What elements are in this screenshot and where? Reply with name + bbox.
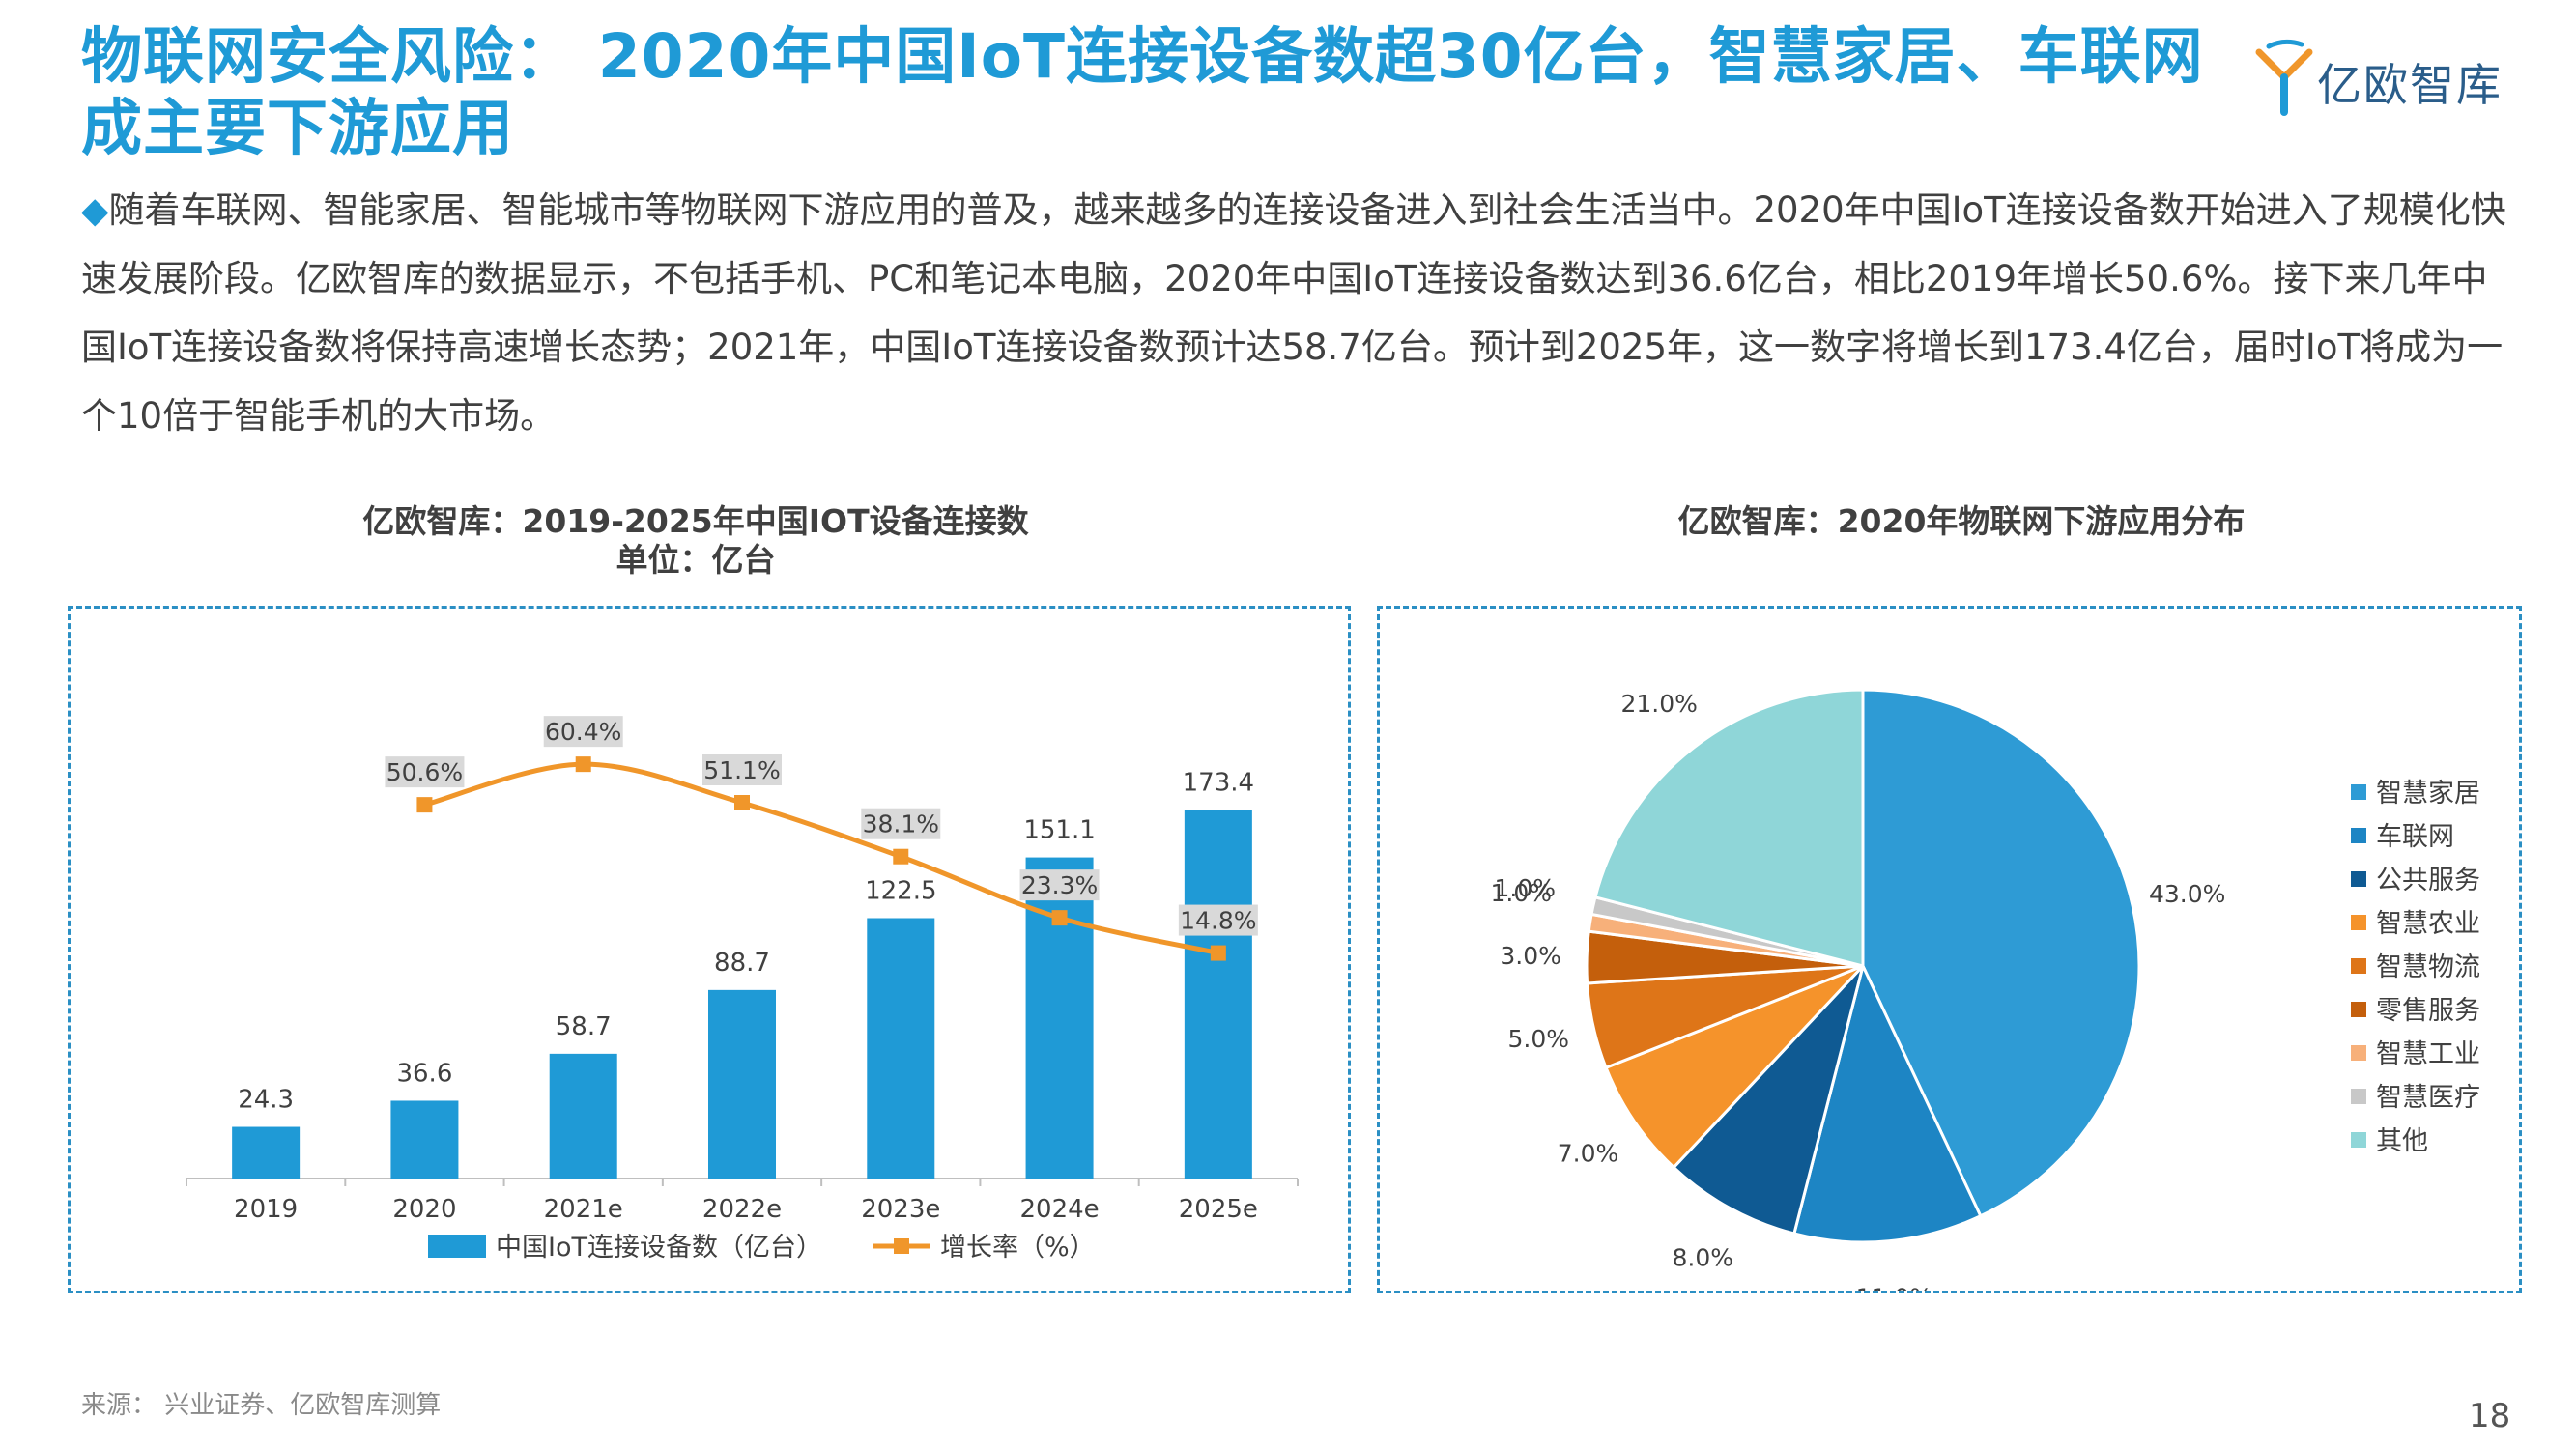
x-tick-label: 2024e [1019,1195,1099,1224]
legend-bar-label: 中国IoT连接设备数（亿台） [496,1233,822,1263]
bar-value-label: 58.7 [556,1012,612,1041]
bar [1184,810,1252,1179]
pie-chart: 43.0% 11.0% 8.0% 7.0% 5.0% 3.0% 1.0%1.0% 21.0% 智… [1490,688,2480,1311]
bar [1025,857,1094,1179]
growth-rate-label-bg [1178,904,1258,936]
bar [867,918,935,1179]
page-title: 物联网安全风险： 2020年中国IoT连接设备数超30亿台，智慧家居、车联网成主… [81,21,2204,163]
pie-slice [1593,688,1865,968]
pie-legend-label: 车联网 [2376,822,2454,852]
pie-slice-label: 5.0% [1508,1025,1570,1053]
growth-rate-label-bg [1019,869,1100,901]
growth-rate-label: 38.1% [863,810,939,838]
pie-legend-swatch [2351,871,2366,887]
pie-slice-label: 1.0% [1495,874,1557,902]
growth-rate-line [423,761,1219,956]
bar-value-label: 24.3 [238,1086,294,1115]
pie-legend-swatch [2351,828,2366,843]
pie-legend-swatch [2351,784,2366,800]
pie-chart-title: 亿欧智库：2020年物联网下游应用分布 [1677,502,2246,540]
pie-legend-label: 智慧物流 [2376,952,2480,982]
growth-rate-label-bg [702,754,782,785]
pie-legend-label: 智慧医疗 [2376,1083,2480,1113]
pie-legend-label: 其他 [2376,1126,2428,1156]
pie-slice-label: 11.0% [1856,1283,1932,1291]
growth-rate-label-bg [543,716,623,748]
bar-line-chart: 24.3 2019 36.6 2020 58.7 2021e 88.7 2022e 122.5 2… [186,716,1299,1263]
x-tick-label: 2022e [702,1195,782,1224]
pie-slice [1792,961,1983,1244]
pie-legend-label: 智慧家居 [2376,779,2480,809]
x-tick-label: 2025e [1179,1195,1258,1224]
growth-rate-marker [1051,910,1068,926]
bar-chart-title-block: 亿欧智库：2019-2025年中国IOT设备连接数 单位：亿台 [213,502,1179,580]
legend-line-label: 增长率（%） [940,1233,1096,1263]
bar [390,1100,459,1179]
growth-rate-label: 50.6% [386,758,463,786]
growth-rate-label: 14.8% [1180,907,1256,935]
bar-value-label: 88.7 [714,949,770,978]
intro-paragraph: ◆随着车联网、智能家居、智能城市等物联网下游应用的普及，越来越多的连接设备进入到… [81,176,2516,450]
logo-text: 亿欧智库 [2317,59,2503,111]
growth-rate-marker [416,797,433,813]
pie-slice-label: 1.0% [1490,879,1552,907]
intro-text: 随着车联网、智能家居、智能城市等物联网下游应用的普及，越来越多的连接设备进入到社… [81,189,2506,437]
legend-line-marker [894,1238,909,1254]
page-number: 18 [2469,1397,2511,1435]
pie-legend-swatch [2351,1089,2366,1104]
bar-value-label: 173.4 [1183,769,1254,798]
x-tick-label: 2020 [392,1195,456,1224]
pie-legend-swatch [2351,1045,2366,1061]
x-tick-label: 2023e [861,1195,940,1224]
pie-slice [1604,964,1865,1170]
pie-legend-swatch [2351,958,2366,974]
bar-value-label: 151.1 [1023,816,1095,845]
pie-legend-swatch [2351,1132,2366,1148]
legend-bar-swatch [428,1235,486,1258]
pie-chart-panel: 43.0% 11.0% 8.0% 7.0% 5.0% 3.0% 1.0%1.0% 21.0% 智… [1377,606,2522,1311]
growth-rate-marker [893,848,909,865]
pie-legend-label: 智慧农业 [2376,909,2480,939]
yiou-logo [2255,39,2313,116]
bar-chart-title: 亿欧智库：2019-2025年中国IOT设备连接数 [362,502,1029,540]
source-note: 来源： 兴业证券、亿欧智库测算 [81,1391,442,1420]
bar [549,1053,617,1179]
logo-mark-arc [2266,39,2304,49]
bar-chart-subtitle: 单位：亿台 [615,541,776,579]
pie-slice [1861,688,2141,1218]
pie-slice-label: 21.0% [1620,690,1697,718]
pie-legend-label: 零售服务 [2376,996,2480,1026]
pie-slice [1672,964,1865,1236]
growth-rate-label: 51.1% [703,756,780,784]
bar-chart-panel: 24.3 2019 36.6 2020 58.7 2021e 88.7 2022e 122.5 2… [68,606,1351,1293]
growth-rate-label: 23.3% [1021,871,1098,899]
pie-legend-swatch [2351,1002,2366,1017]
bar-value-label: 122.5 [865,877,936,906]
bar-value-label: 36.6 [396,1059,452,1088]
growth-rate-label-bg [861,808,941,839]
bar [708,989,776,1179]
growth-rate-label-bg [385,756,465,788]
pie-slice-label: 43.0% [2149,880,2225,908]
diamond-bullet-icon: ◆ [81,189,109,231]
pie-slice-label: 8.0% [1673,1243,1734,1271]
pie-legend-label: 公共服务 [2376,866,2480,895]
growth-rate-label: 60.4% [545,718,621,746]
pie-slice-label: 7.0% [1558,1139,1619,1167]
pie-legend-swatch [2351,915,2366,930]
growth-rate-marker [734,795,750,810]
growth-rate-marker [575,756,591,773]
x-tick-label: 2021e [544,1195,623,1224]
pie-slice-label: 3.0% [1500,942,1561,970]
bar [232,1126,301,1179]
growth-rate-marker [1210,945,1226,961]
pie-legend-label: 智慧工业 [2376,1039,2480,1069]
x-tick-label: 2019 [234,1195,298,1224]
